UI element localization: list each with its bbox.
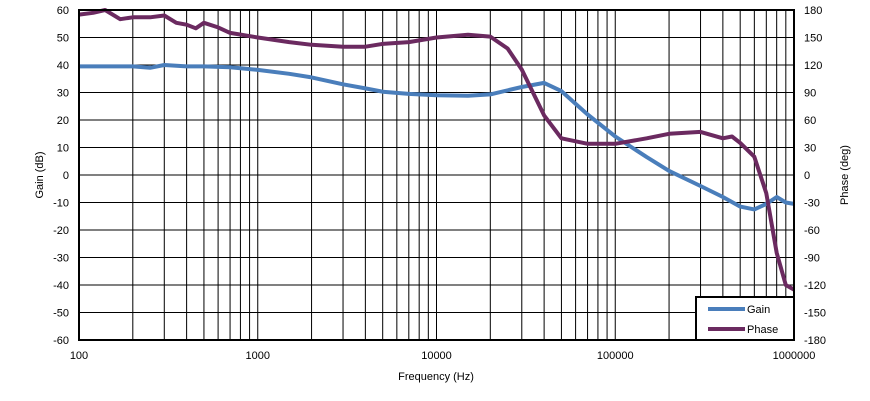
phase-tick-label: 180 bbox=[804, 5, 822, 17]
plot-area-frame bbox=[78, 9, 795, 341]
phase-tick-label: 0 bbox=[804, 170, 810, 182]
phase-tick-label: -150 bbox=[804, 308, 826, 320]
gain-tick-label: -30 bbox=[53, 253, 69, 265]
frequency-tick-label: 10000 bbox=[421, 350, 452, 362]
chart-series bbox=[78, 8, 795, 292]
phase-tick-label: -120 bbox=[804, 280, 826, 292]
gain-tick-label: 20 bbox=[57, 115, 69, 127]
legend-box bbox=[695, 296, 795, 341]
gain-tick-label: 10 bbox=[57, 143, 69, 155]
gain-tick-label: -50 bbox=[53, 308, 69, 320]
phase-tick-label: -180 bbox=[804, 335, 826, 347]
gain-tick-label: -10 bbox=[53, 198, 69, 210]
series-phase-line bbox=[78, 8, 795, 292]
phase-tick-label: 60 bbox=[804, 115, 816, 127]
gain-tick-label: -40 bbox=[53, 280, 69, 292]
gain-tick-label: -60 bbox=[53, 335, 69, 347]
gain-tick-label: 0 bbox=[63, 170, 69, 182]
gain-axis-ticks: 60 50 40 30 20 10 0 -10 -20 -30 -40 -50 -60 bbox=[53, 5, 69, 347]
chart-legend: Gain Phase bbox=[695, 296, 795, 341]
legend-label-phase: Phase bbox=[747, 324, 778, 336]
frequency-tick-label: 100000 bbox=[597, 350, 634, 362]
phase-tick-label: -30 bbox=[804, 198, 820, 210]
gain-tick-label: 30 bbox=[57, 88, 69, 100]
y-axis-title: Gain (dB) bbox=[34, 151, 46, 198]
x-axis-title: Frequency (Hz) bbox=[398, 371, 474, 383]
frequency-tick-label: 1000 bbox=[246, 350, 270, 362]
phase-tick-label: 90 bbox=[804, 88, 816, 100]
legend-label-gain: Gain bbox=[747, 304, 770, 316]
phase-tick-label: 30 bbox=[804, 143, 816, 155]
frequency-axis-ticks: 100 1000 10000 100000 1000000 bbox=[70, 350, 816, 362]
phase-tick-label: -60 bbox=[804, 225, 820, 237]
phase-tick-label: 150 bbox=[804, 33, 822, 45]
gain-tick-label: 40 bbox=[57, 60, 69, 72]
gain-tick-label: -20 bbox=[53, 225, 69, 237]
phase-tick-label: -90 bbox=[804, 253, 820, 265]
gain-tick-label: 50 bbox=[57, 33, 69, 45]
frequency-tick-label: 100 bbox=[70, 350, 88, 362]
chart-grid bbox=[78, 9, 794, 341]
phase-axis-ticks: 180 150 120 90 60 30 0 -30 -60 -90 -120 -150 -180 bbox=[804, 5, 826, 347]
series-gain-line bbox=[79, 63, 795, 212]
gain-tick-label: 60 bbox=[57, 5, 69, 17]
y2-axis-title: Phase (deg) bbox=[839, 145, 851, 205]
frequency-tick-label: 1000000 bbox=[773, 350, 816, 362]
phase-tick-label: 120 bbox=[804, 60, 822, 72]
